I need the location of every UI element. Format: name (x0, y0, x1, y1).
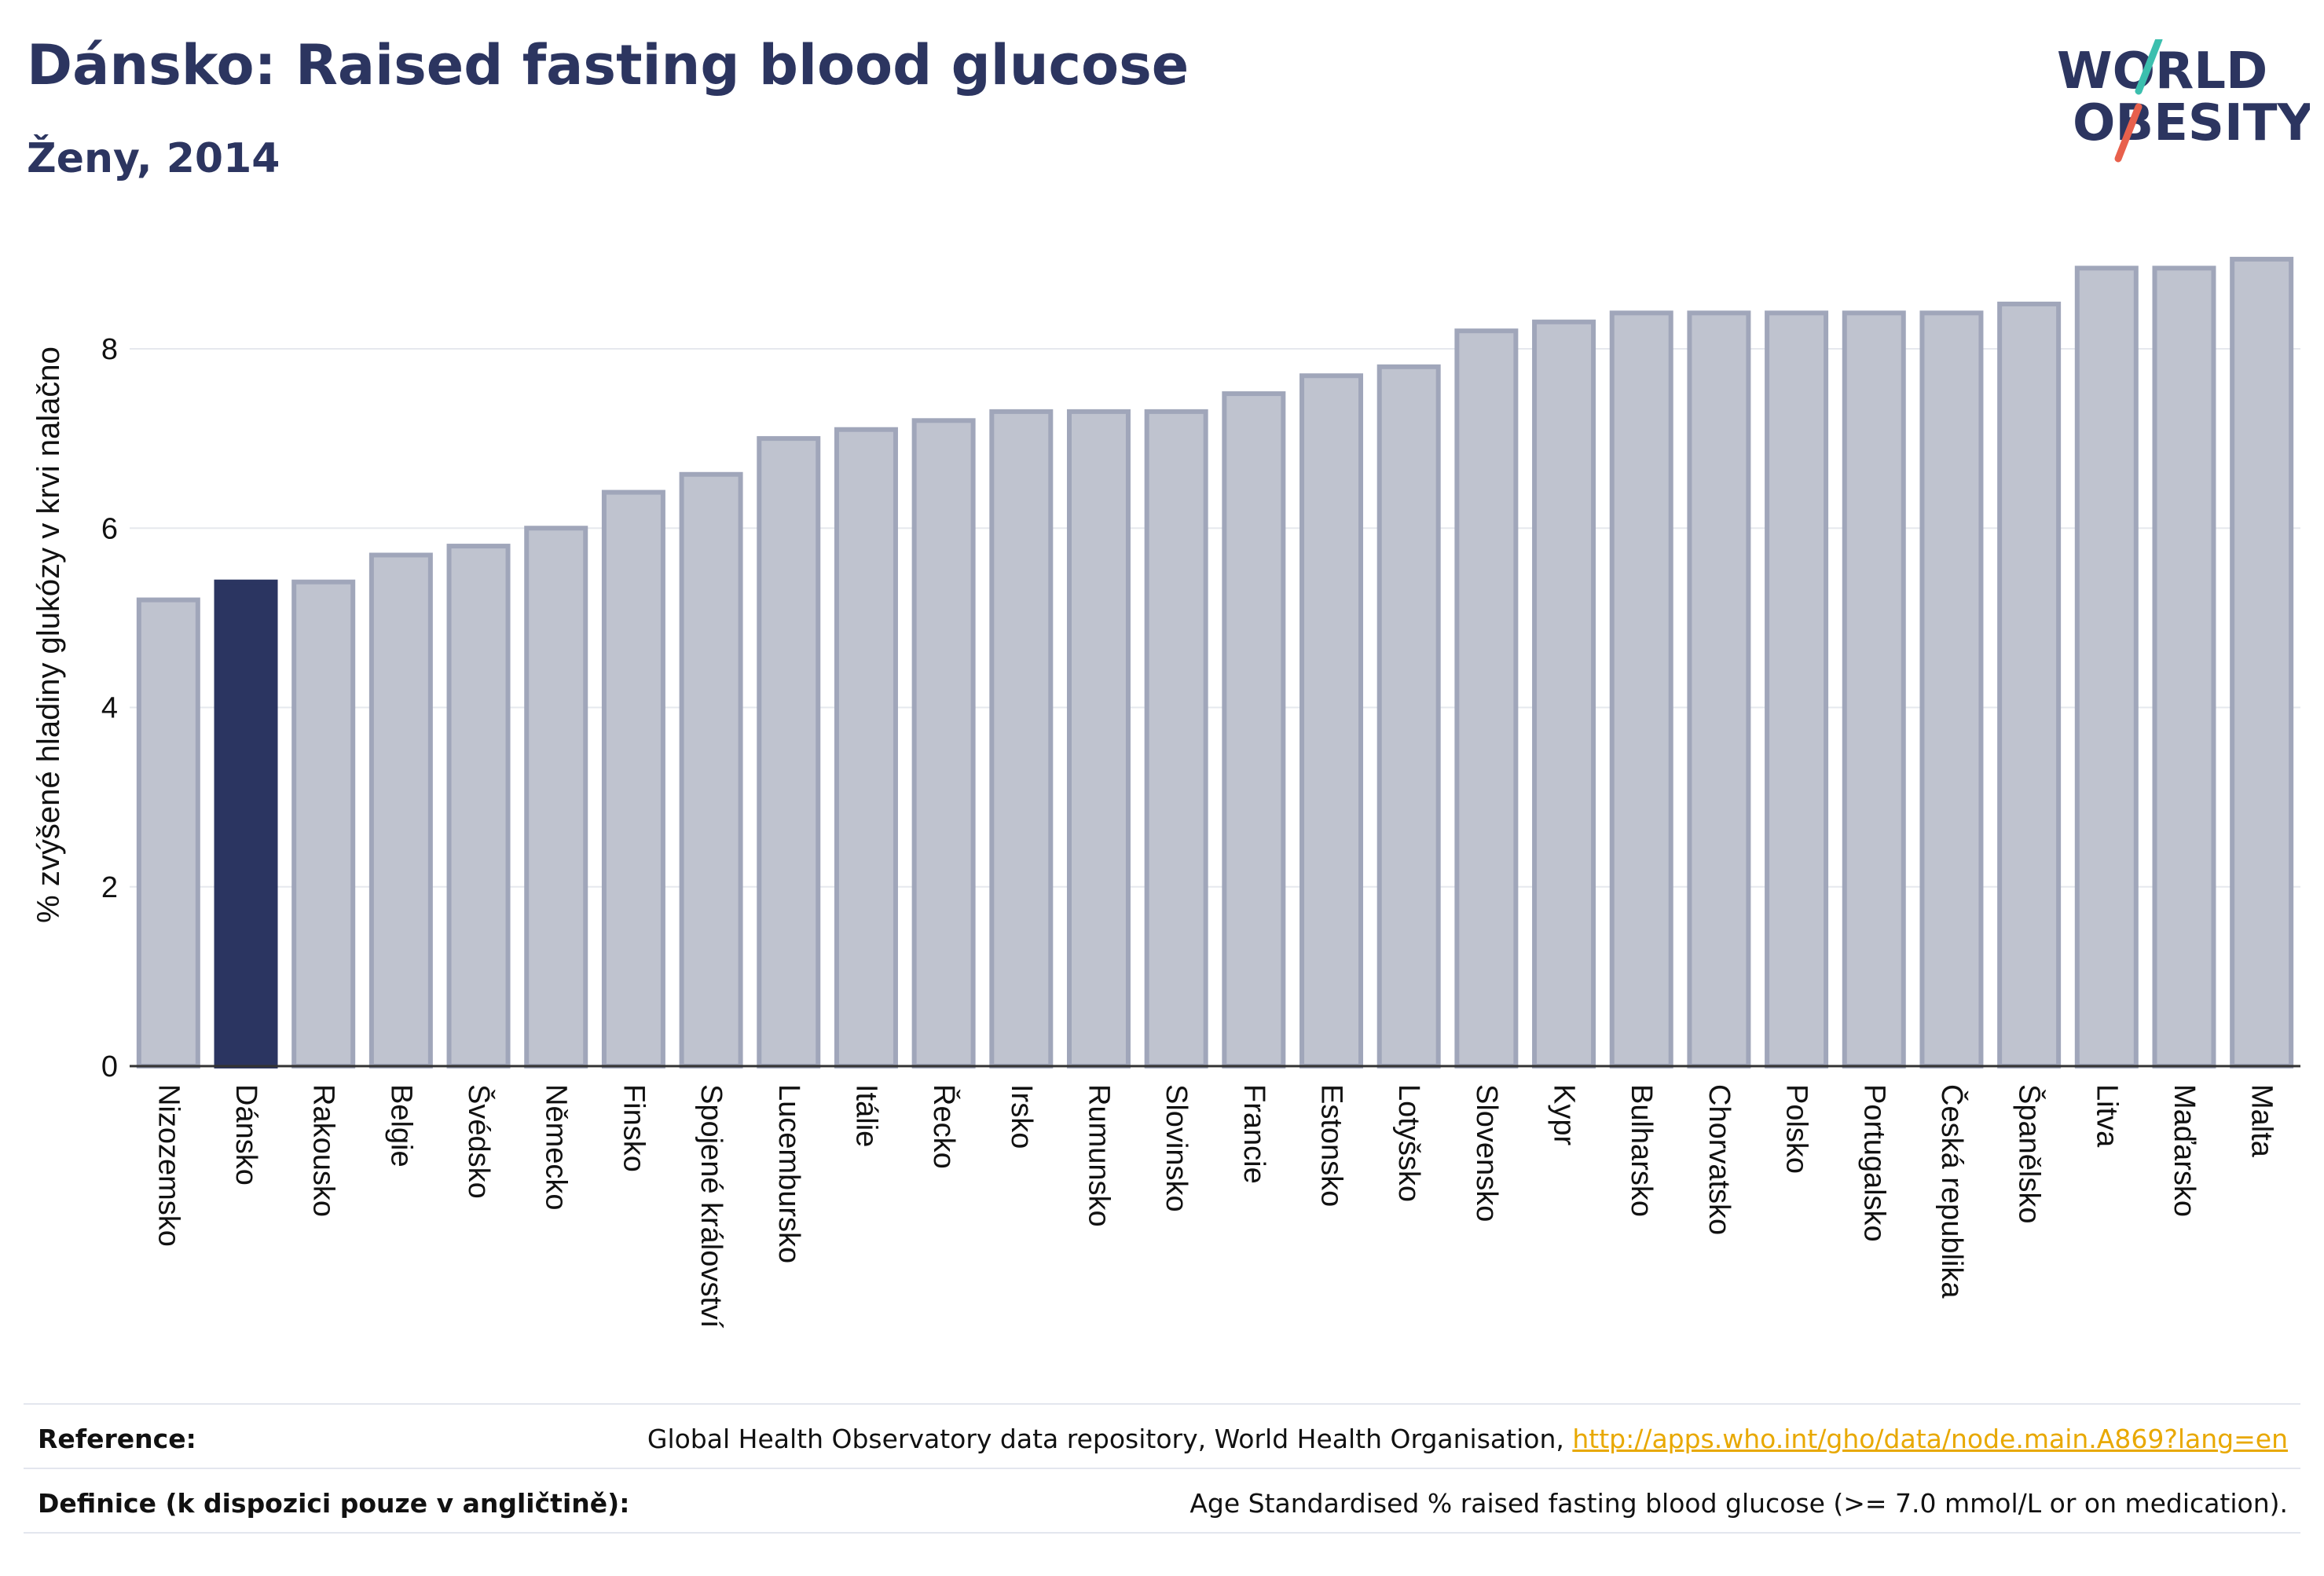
bar (524, 526, 588, 1068)
bar (2230, 256, 2294, 1068)
chart-title: Dánsko: Raised fasting blood glucose (27, 33, 1189, 97)
y-tick-label: 4 (101, 692, 118, 725)
x-tick-label: Španělsko (2013, 1084, 2047, 1223)
x-tick-label: Portugalsko (1857, 1084, 1890, 1242)
bar (1144, 409, 1208, 1068)
bar (1919, 310, 1984, 1069)
reference-link[interactable]: http://apps.who.int/gho/data/node.main.A… (1572, 1424, 2288, 1454)
x-tick-label: Rakousko (307, 1084, 340, 1217)
bar (368, 552, 433, 1068)
bar (1687, 310, 1751, 1069)
x-tick-label: Slovinsko (1160, 1084, 1193, 1212)
reference-label: Reference: (38, 1424, 196, 1454)
y-tick-label: 6 (101, 512, 118, 545)
chart-subtitle: Ženy, 2014 (27, 135, 280, 182)
x-tick-label: Lotyšsko (1392, 1084, 1425, 1202)
x-tick-label: Francie (1237, 1084, 1270, 1184)
x-tick-label: Rumunsko (1082, 1084, 1115, 1227)
x-tick-label: Belgie (384, 1084, 417, 1167)
reference-value: Global Health Observatory data repositor… (647, 1424, 2288, 1454)
reference-text: Global Health Observatory data repositor… (647, 1424, 1573, 1454)
logo-line1: WORLD (2057, 42, 2267, 101)
bar (446, 544, 511, 1068)
x-tick-label: Polsko (1780, 1084, 1813, 1174)
y-tick-label: 2 (101, 871, 118, 904)
bar-chart: 0 2 4 6 8 Nizozemsko Dánsko Rakousko Belgie Švéd… (31, 256, 2300, 1329)
logo-line2: OBESITY (2073, 94, 2310, 152)
definition-row: Definice (k dispozici pouze v angličtině… (24, 1468, 2300, 1534)
x-tick-label: Řecko (927, 1084, 961, 1169)
bar (1842, 310, 1906, 1069)
logo-slash-red (2114, 103, 2143, 163)
x-tick-label: Malta (2245, 1084, 2278, 1158)
bar (601, 489, 665, 1068)
bar (989, 409, 1054, 1068)
x-tick-label: Švédsko (462, 1084, 497, 1199)
x-tick-label: Lucembursko (772, 1084, 805, 1263)
bar (1299, 373, 1364, 1068)
bars (136, 256, 2294, 1069)
x-tick-label: Nizozemsko (152, 1084, 185, 1247)
world-obesity-logo: WORLD OBESITY (2057, 39, 2310, 163)
x-tick-label: Česká republika (1935, 1084, 1970, 1299)
y-tick-label: 0 (101, 1050, 118, 1083)
bar (679, 471, 743, 1068)
definition-text: Age Standardised % raised fasting blood … (1189, 1488, 2288, 1519)
x-tick-labels: Nizozemsko Dánsko Rakousko Belgie Švédsko Něm… (152, 1084, 2278, 1329)
definition-label: Definice (k dispozici pouze v angličtině… (38, 1488, 630, 1519)
bar (1066, 409, 1131, 1068)
bar-highlighted (214, 579, 278, 1068)
x-tick-label: Kypr (1548, 1084, 1581, 1145)
x-tick-label: Irsko (1005, 1084, 1038, 1149)
footer-divider (24, 1532, 2300, 1534)
y-tick-label: 8 (101, 333, 118, 366)
bar (2152, 266, 2216, 1069)
x-tick-label: Slovensko (1470, 1084, 1503, 1222)
x-tick-label: Estonsko (1315, 1084, 1348, 1207)
reference-row: Reference: Global Health Observatory dat… (24, 1403, 2300, 1469)
bar (2074, 266, 2139, 1069)
x-tick-label: Maďarsko (2168, 1084, 2201, 1217)
bar (291, 579, 356, 1068)
x-tick-label: Chorvatsko (1703, 1084, 1736, 1235)
bar (834, 427, 898, 1068)
bar (1997, 301, 2062, 1068)
bar (1532, 319, 1596, 1068)
bar (911, 418, 976, 1068)
x-tick-label: Spojené království (695, 1084, 728, 1329)
x-tick-label: Bulharsko (1625, 1084, 1658, 1217)
bar (757, 436, 821, 1068)
bar (1376, 364, 1441, 1068)
x-tick-label: Itálie (849, 1084, 882, 1147)
bar (1765, 310, 1829, 1069)
bar (1454, 328, 1519, 1068)
bar (1222, 391, 1286, 1068)
bar (136, 597, 200, 1068)
x-tick-label: Dánsko (229, 1084, 262, 1186)
x-tick-label: Litva (2090, 1084, 2123, 1148)
x-tick-label: Německo (540, 1084, 573, 1211)
y-axis-label: % zvýšené hladiny glukózy v krvi nalačno (31, 346, 66, 923)
logo-slash-teal (2135, 39, 2163, 95)
bar (1609, 310, 1673, 1069)
x-tick-label: Finsko (617, 1084, 650, 1172)
